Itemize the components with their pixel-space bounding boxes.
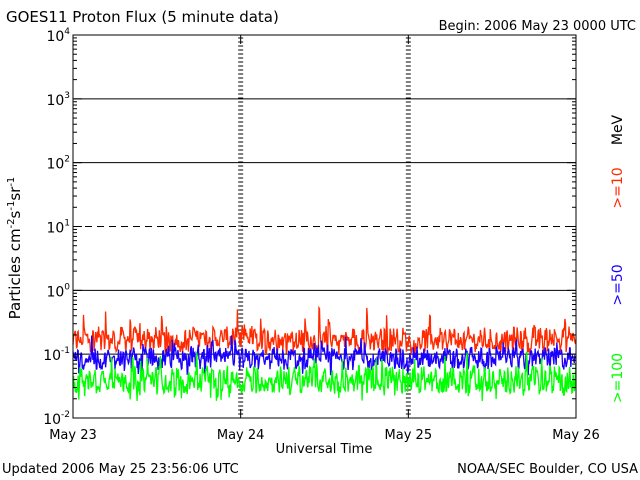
y-tick-label: 10-1 bbox=[43, 346, 70, 364]
y-tick-label: 102 bbox=[46, 155, 70, 173]
chart-title: GOES11 Proton Flux (5 minute data) bbox=[6, 8, 279, 26]
y-tick-label: 10-2 bbox=[43, 410, 70, 428]
footer-updated: Updated 2006 May 25 23:56:06 UTC bbox=[2, 462, 239, 477]
legend: MeV >=10 >=50 >=100 bbox=[610, 114, 626, 403]
legend-item-50: >=50 bbox=[610, 264, 626, 305]
grid bbox=[73, 37, 576, 415]
y-tick-label: 104 bbox=[46, 27, 70, 45]
legend-item-100: >=100 bbox=[610, 353, 626, 403]
series-line-50 bbox=[72, 335, 577, 377]
x-tick-label: May 26 bbox=[552, 428, 600, 443]
footer-credit: NOAA/SEC Boulder, CO USA bbox=[457, 462, 638, 477]
y-tick-label: 101 bbox=[46, 219, 70, 237]
series-line-10 bbox=[72, 305, 577, 355]
x-tick-label: May 25 bbox=[385, 428, 433, 443]
x-tick-label: May 23 bbox=[49, 428, 97, 443]
legend-unit: MeV bbox=[610, 114, 626, 145]
y-tick-label: 103 bbox=[46, 91, 70, 109]
day-divider bbox=[405, 37, 411, 415]
legend-item-10: >=10 bbox=[610, 167, 626, 208]
series-layer bbox=[72, 305, 577, 402]
x-tick-label: May 24 bbox=[217, 428, 265, 443]
y-axis-label: Particles cm-2s-1sr-1 bbox=[6, 177, 24, 320]
begin-label: Begin: 2006 May 23 0000 UTC bbox=[439, 19, 636, 34]
x-axis-label: Universal Time bbox=[276, 442, 373, 457]
y-tick-label: 100 bbox=[46, 282, 70, 300]
series-line-100 bbox=[72, 351, 577, 402]
axes: 10-2 10-1 100 101 102 103 104 May 23 May 24 May 2… bbox=[43, 27, 600, 443]
